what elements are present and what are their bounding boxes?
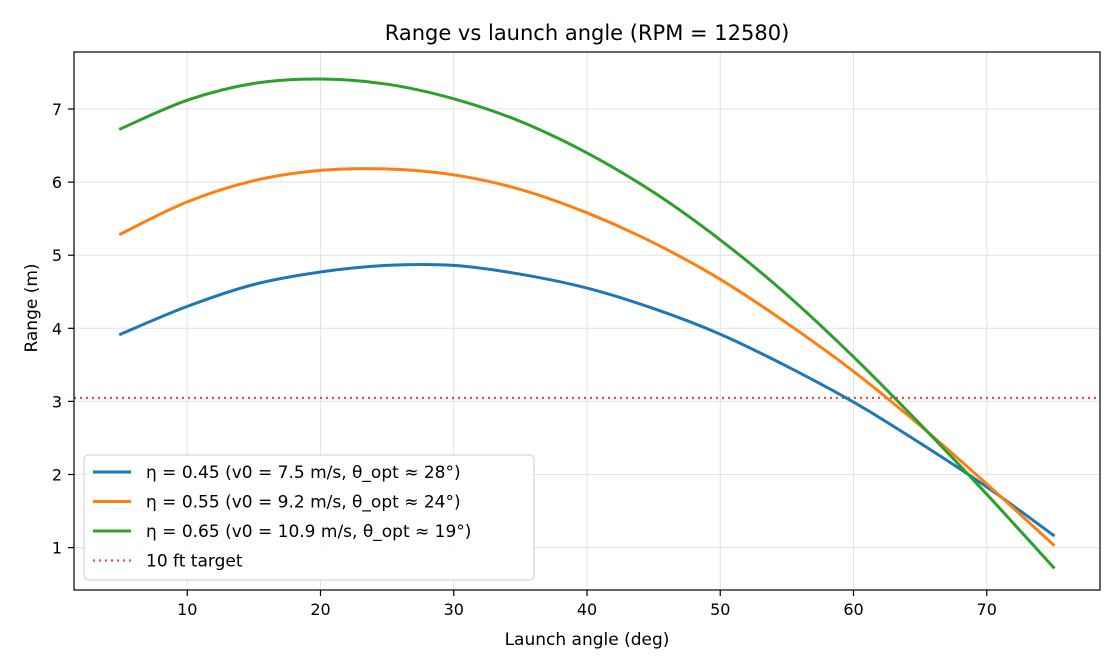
series-line-1 <box>118 167 1056 547</box>
y-tick-label-6: 7 <box>52 100 62 119</box>
x-tick-label-5: 60 <box>843 600 863 619</box>
legend: η = 0.45 (v0 = 7.5 m/s, θ_opt ≈ 28°) η = … <box>83 454 535 581</box>
legend-label-0: η = 0.45 (v0 = 7.5 m/s, θ_opt ≈ 28°) <box>146 463 461 483</box>
series-line-0 <box>118 262 1056 538</box>
grid <box>74 52 1100 590</box>
y-axis-label: Range (m) <box>22 263 42 352</box>
series-line-2 <box>118 77 1056 570</box>
y-tick-label-0: 1 <box>52 539 62 558</box>
x-tick-label-2: 30 <box>444 600 464 619</box>
legend-box <box>83 454 535 581</box>
legend-label-2: η = 0.65 (v0 = 10.9 m/s, θ_opt ≈ 19°) <box>146 522 471 542</box>
x-tick-label-4: 50 <box>710 600 730 619</box>
x-tick-label-3: 40 <box>577 600 597 619</box>
y-tick-label-2: 3 <box>52 392 62 411</box>
x-axis-ticks: 10 20 30 40 50 60 70 <box>177 590 997 619</box>
x-axis-label: Launch angle (deg) <box>505 630 670 650</box>
y-tick-label-3: 4 <box>52 319 62 338</box>
series-group <box>118 77 1056 570</box>
y-tick-label-1: 2 <box>52 466 62 485</box>
y-tick-label-5: 6 <box>52 173 62 192</box>
x-tick-label-6: 70 <box>977 600 997 619</box>
legend-label-1: η = 0.55 (v0 = 9.2 m/s, θ_opt ≈ 24°) <box>146 493 461 513</box>
y-axis-ticks: 1 2 3 4 5 6 7 <box>52 100 74 558</box>
legend-label-3: 10 ft target <box>146 552 243 572</box>
x-tick-label-1: 20 <box>310 600 330 619</box>
y-tick-label-4: 5 <box>52 246 62 265</box>
x-tick-label-0: 10 <box>177 600 197 619</box>
chart-title: Range vs launch angle (RPM = 12580) <box>385 21 790 45</box>
